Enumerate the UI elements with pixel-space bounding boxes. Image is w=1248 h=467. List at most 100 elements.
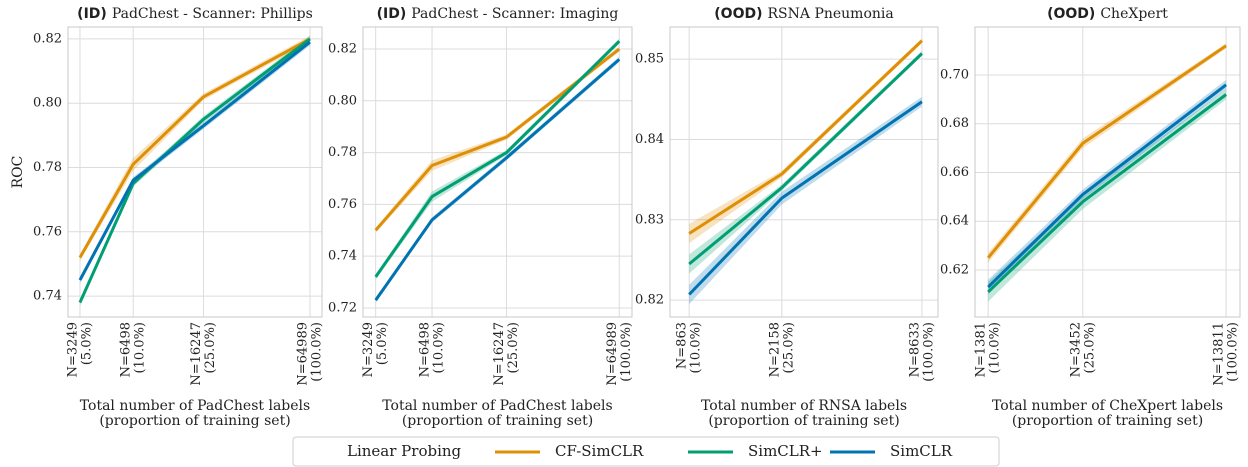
x-tick-label: N=8633 (907, 322, 922, 377)
x-tick-label-group: N=3452 (25.0%) (1068, 322, 1097, 377)
x-tick-label-group: N=2158 (25.0%) (767, 322, 796, 377)
panel-title: (OOD) CheXpert (1047, 6, 1168, 22)
series-line (688, 100, 923, 296)
panel-title: (OOD) RSNA Pneumonia (714, 6, 893, 22)
x-tick-label-group: N=64989 (100.0%) (295, 322, 324, 386)
y-tick-label: 0.74 (33, 289, 62, 304)
x-tick-label: N=6498 (119, 322, 134, 377)
x-tick-label-group: N=3249 (5.0%) (361, 322, 390, 377)
series-line (374, 58, 621, 302)
y-tick-label: 0.84 (635, 132, 664, 147)
panel: 0.740.760.780.800.82N=3249 (5.0%) N=6498 (1… (10, 6, 324, 429)
panel: 0.72 0.74 0.76 0.78 0.80 0.82 N=3249 (5.0%) N=64… (328, 6, 634, 429)
x-axis-label: (proportion of training set) (99, 413, 290, 429)
confidence-band (988, 43, 1227, 263)
x-tick-sublabel: (10.0%) (689, 322, 704, 373)
series-line (78, 37, 311, 259)
y-tick-label: 0.66 (940, 165, 969, 180)
legend-label: SimCLR (890, 442, 953, 460)
x-tick-label: N=64989 (605, 322, 620, 386)
x-tick-sublabel: (100.0%) (619, 322, 634, 382)
confidence-band (988, 79, 1227, 295)
y-tick-label: 0.78 (328, 145, 357, 160)
panel: 0.82 0.83 0.84 0.85 N=863 (10.0%) N=2158 (25.0%… (635, 6, 939, 429)
title-tag: (OOD) (714, 6, 762, 22)
x-tick-label-group: N=6498 (10.0%) (418, 322, 447, 377)
title-tag: (ID) (377, 6, 407, 22)
y-tick-label: 0.68 (940, 116, 969, 131)
title-tag: (ID) (77, 6, 107, 22)
title-text: PadChest - Scanner: Phillips (112, 6, 313, 22)
confidence-band (988, 89, 1227, 302)
y-axis-label: ROC (10, 156, 26, 189)
x-tick-sublabel: (5.0%) (79, 322, 94, 365)
x-tick-sublabel: (10.0%) (988, 322, 1003, 373)
confidence-band (689, 96, 922, 305)
x-axis-label: Total number of RNSA labels (701, 398, 907, 414)
axes-frame (669, 26, 939, 318)
y-tick-label: 0.72 (328, 300, 357, 315)
x-tick-label: N=64989 (295, 322, 310, 386)
series-line (987, 83, 1228, 289)
x-tick-label: N=13811 (1212, 322, 1227, 386)
x-tick-label: N=6498 (418, 322, 433, 377)
x-tick-sublabel: (10.0%) (432, 322, 447, 373)
axes-frame (362, 26, 633, 318)
y-tick-label: 0.85 (635, 52, 664, 67)
title-text: CheXpert (1100, 6, 1168, 22)
panel: 0.620.640.660.680.70N=1381 (10.0%) N=3452(… (940, 6, 1241, 429)
series-line (374, 47, 621, 232)
x-tick-label: N=2158 (767, 322, 782, 377)
x-tick-label: N=3249 (65, 322, 80, 377)
y-tick-label: 0.80 (33, 96, 62, 111)
x-axis-label: (proportion of training set) (1012, 413, 1203, 429)
legend-label: SimCLR+ (748, 442, 823, 460)
legend-title: Linear Probing (347, 442, 462, 460)
x-tick-sublabel: (25.0%) (506, 322, 521, 373)
confidence-band (689, 38, 922, 244)
y-tick-label: 0.82 (328, 42, 357, 57)
x-tick-label: N=1381 (974, 322, 989, 377)
title-text: RSNA Pneumonia (768, 6, 894, 22)
x-tick-label: N=3249 (361, 322, 376, 377)
x-tick-label: N=3452 (1068, 322, 1083, 377)
x-tick-sublabel: (100.0%) (309, 322, 324, 382)
x-tick-label-group: N=6498 (10.0%) (119, 322, 148, 377)
legend: Linear Probing CF-SimCLR SimCLR+ SimCLR (292, 436, 1000, 467)
x-tick-label-group: N=64989 (100.0%) (605, 322, 634, 386)
title-tag: (OOD) (1047, 6, 1095, 22)
y-tick-label: 0.78 (33, 160, 62, 175)
series-line (688, 52, 923, 266)
series-line (78, 40, 311, 281)
y-tick-label: 0.70 (940, 68, 969, 83)
x-axis-label: Total number of CheXpert labels (992, 398, 1223, 414)
x-tick-sublabel: (100.0%) (921, 322, 936, 382)
y-tick-label: 0.64 (940, 214, 969, 229)
series-line (78, 37, 311, 304)
x-tick-label: N=16247 (492, 322, 507, 386)
y-tick-label: 0.62 (940, 262, 969, 277)
x-axis-label: Total number of PadChest labels (382, 398, 612, 414)
x-tick-sublabel: (5.0%) (375, 322, 390, 365)
title-text: PadChest - Scanner: Imaging (411, 6, 618, 22)
x-tick-label-group: N=16247 (25.0%) (189, 322, 218, 386)
x-tick-sublabel: (25.0%) (1082, 322, 1097, 373)
confidence-band (375, 56, 620, 303)
series-line (688, 39, 923, 235)
x-tick-label: N=16247 (189, 322, 204, 386)
y-tick-label: 0.83 (635, 212, 664, 227)
axes-frame (974, 26, 1241, 318)
y-tick-label: 0.80 (328, 93, 357, 108)
x-tick-label-group: N=1381 (10.0%) (974, 322, 1003, 377)
x-axis-label: (proportion of training set) (708, 413, 899, 429)
x-tick-label-group: N=863 (10.0%) (675, 322, 704, 373)
series-line (987, 93, 1227, 293)
panel-title: (ID) PadChest - Scanner: Phillips (77, 6, 313, 22)
legend-label: CF-SimCLR (555, 442, 644, 460)
x-tick-label-group: N=16247 (25.0%) (492, 322, 521, 386)
x-tick-label-group: N=13811 (100.0%) (1212, 322, 1241, 386)
x-tick-label: N=863 (675, 322, 690, 369)
y-tick-label: 0.82 (33, 31, 62, 46)
panel-title: (ID) PadChest - Scanner: Imaging (377, 6, 619, 22)
